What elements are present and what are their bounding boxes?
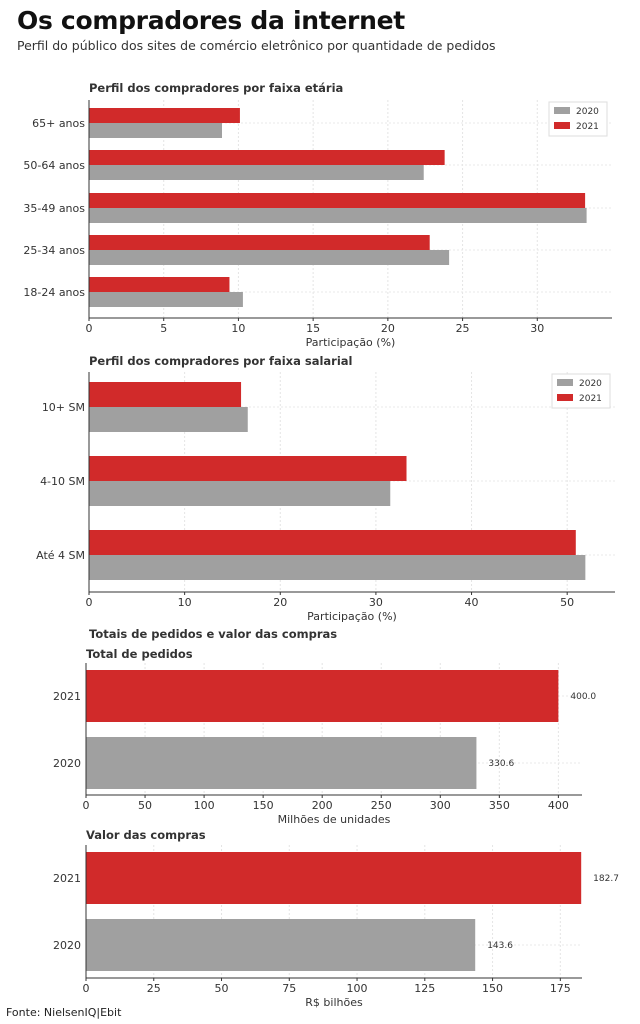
legend-swatch-2020: [554, 107, 570, 114]
data-label: 330.6: [488, 759, 514, 769]
x-axis-label: Participação (%): [306, 336, 396, 349]
chart-title: Valor das compras: [86, 828, 206, 842]
x-tick-label: 50: [138, 799, 152, 812]
bar-2021: [86, 852, 582, 904]
legend-label: 2021: [576, 122, 599, 132]
category-label: Até 4 SM: [36, 549, 85, 562]
x-tick-label: 0: [83, 982, 90, 995]
category-label: 2021: [53, 872, 81, 885]
x-axis-label: R$ bilhões: [305, 996, 363, 1009]
legend-label: 2021: [579, 394, 602, 404]
source-note: Fonte: NielsenIQ|Ebit: [6, 1006, 122, 1019]
x-tick-label: 200: [312, 799, 333, 812]
legend-swatch-2020: [557, 379, 573, 386]
legend-swatch-2021: [554, 122, 570, 129]
category-label: 18-24 anos: [23, 286, 85, 299]
category-label: 65+ anos: [32, 117, 85, 130]
x-tick-label: 40: [465, 596, 479, 609]
x-tick-label: 75: [282, 982, 296, 995]
x-tick-label: 20: [273, 596, 287, 609]
bar-2021: [89, 193, 586, 208]
x-tick-label: 15: [306, 322, 320, 335]
x-axis-label: Participação (%): [307, 610, 397, 623]
x-tick-label: 350: [489, 799, 510, 812]
bar-2020: [89, 250, 450, 265]
bar-2020: [89, 165, 424, 180]
bar-2020: [89, 292, 243, 307]
x-tick-label: 250: [371, 799, 392, 812]
category-label: 10+ SM: [42, 401, 85, 414]
category-label: 2020: [53, 939, 81, 952]
x-tick-label: 300: [430, 799, 451, 812]
bar-2020: [89, 123, 222, 138]
category-label: 25-34 anos: [23, 244, 85, 257]
section-title: Totais de pedidos e valor das compras: [89, 627, 337, 641]
page-subtitle: Perfil do público dos sites de comércio …: [17, 38, 496, 53]
x-tick-label: 125: [414, 982, 435, 995]
x-tick-label: 100: [194, 799, 215, 812]
x-tick-label: 0: [86, 322, 93, 335]
legend-swatch-2021: [557, 394, 573, 401]
bar-2020: [89, 407, 248, 432]
x-tick-label: 5: [160, 322, 167, 335]
category-label: 35-49 anos: [23, 202, 85, 215]
bar-2021: [89, 530, 576, 555]
x-tick-label: 20: [381, 322, 395, 335]
bar-2021: [89, 235, 430, 250]
category-label: 2021: [53, 690, 81, 703]
bar-2020: [86, 737, 477, 789]
bar-2021: [89, 382, 242, 407]
data-label: 182.7: [593, 874, 619, 884]
bar-2021: [89, 456, 407, 481]
legend-label: 2020: [579, 379, 602, 389]
x-tick-label: 0: [83, 799, 90, 812]
legend-box: [548, 101, 608, 137]
bar-2020: [89, 555, 586, 580]
category-label: 4-10 SM: [40, 475, 85, 488]
category-label: 2020: [53, 757, 81, 770]
bar-2021: [89, 150, 445, 165]
legend-label: 2020: [576, 107, 599, 117]
bar-2021: [89, 108, 240, 123]
x-tick-label: 30: [369, 596, 383, 609]
x-axis-label: Milhões de unidades: [278, 813, 391, 826]
bar-2020: [86, 919, 476, 971]
x-tick-label: 150: [253, 799, 274, 812]
x-tick-label: 50: [215, 982, 229, 995]
bar-2021: [89, 277, 230, 292]
x-tick-label: 150: [482, 982, 503, 995]
x-tick-label: 50: [560, 596, 574, 609]
x-tick-label: 30: [530, 322, 544, 335]
data-label: 400.0: [570, 692, 596, 702]
x-tick-label: 10: [178, 596, 192, 609]
bar-2020: [89, 481, 391, 506]
x-tick-label: 400: [548, 799, 569, 812]
data-label: 143.6: [487, 941, 513, 951]
chart-title: Total de pedidos: [86, 647, 193, 661]
chart-title: Perfil dos compradores por faixa etária: [89, 81, 343, 95]
bar-2021: [86, 670, 559, 722]
chart-title: Perfil dos compradores por faixa salaria…: [89, 354, 352, 368]
bar-2020: [89, 208, 587, 223]
x-tick-label: 25: [147, 982, 161, 995]
x-tick-label: 10: [231, 322, 245, 335]
page-title: Os compradores da internet: [17, 6, 405, 35]
x-tick-label: 100: [347, 982, 368, 995]
x-tick-label: 25: [456, 322, 470, 335]
x-tick-label: 175: [550, 982, 571, 995]
category-label: 50-64 anos: [23, 159, 85, 172]
x-tick-label: 0: [86, 596, 93, 609]
